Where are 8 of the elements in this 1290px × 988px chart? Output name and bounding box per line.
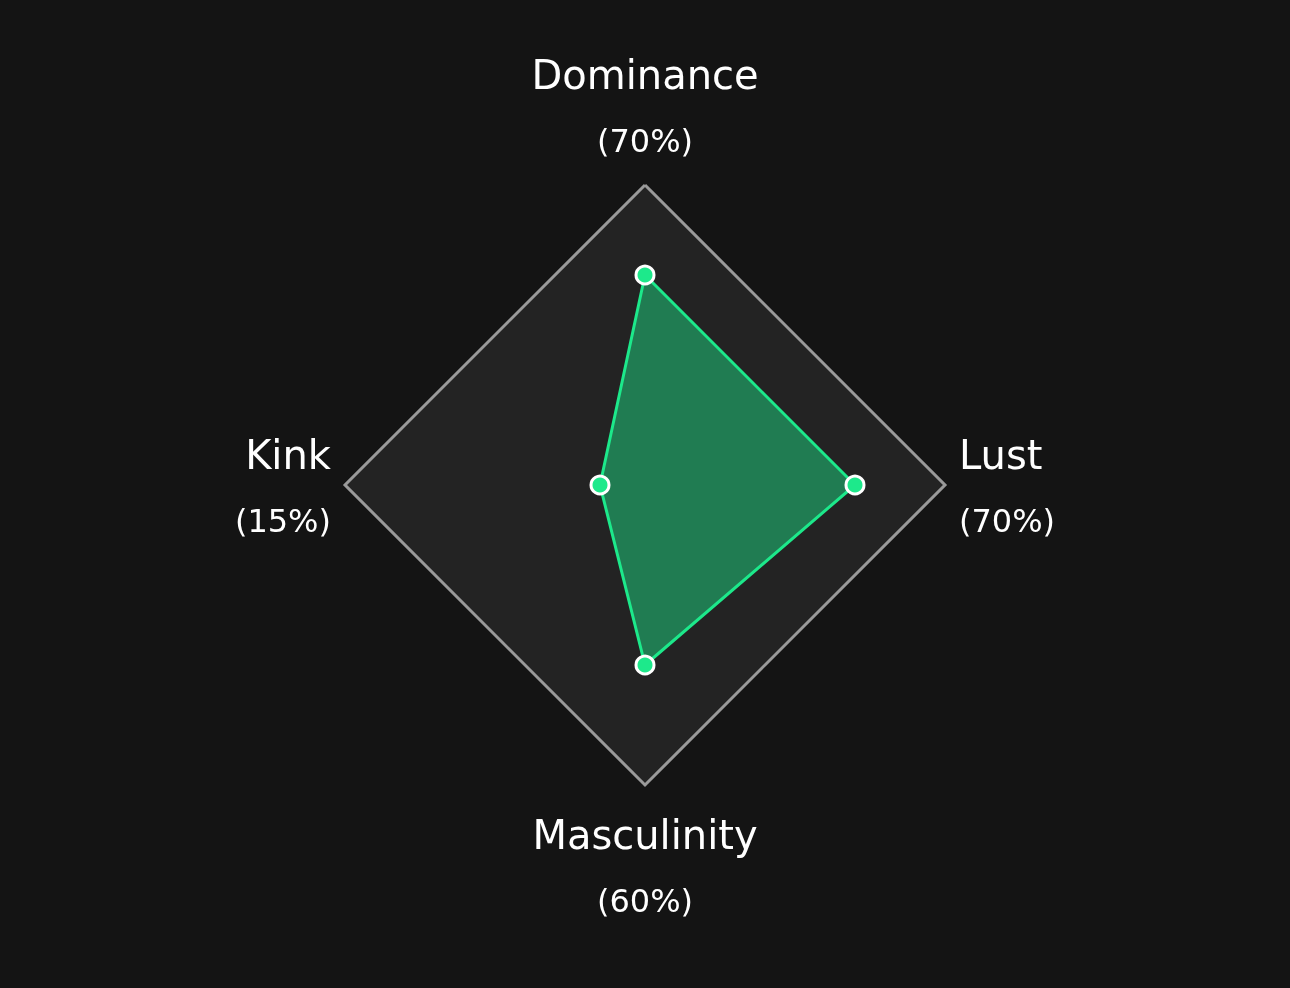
text: (70%) — [596, 122, 694, 160]
text: (60%) — [596, 882, 694, 920]
text: (70%) — [959, 502, 1056, 540]
spoke-label: Dominance — [531, 52, 759, 98]
spoke-label: Lust — [959, 432, 1043, 478]
spoke-label: Kink — [245, 432, 332, 478]
spoke-label: Masculinity — [532, 812, 758, 858]
text: (15%) — [234, 502, 331, 540]
